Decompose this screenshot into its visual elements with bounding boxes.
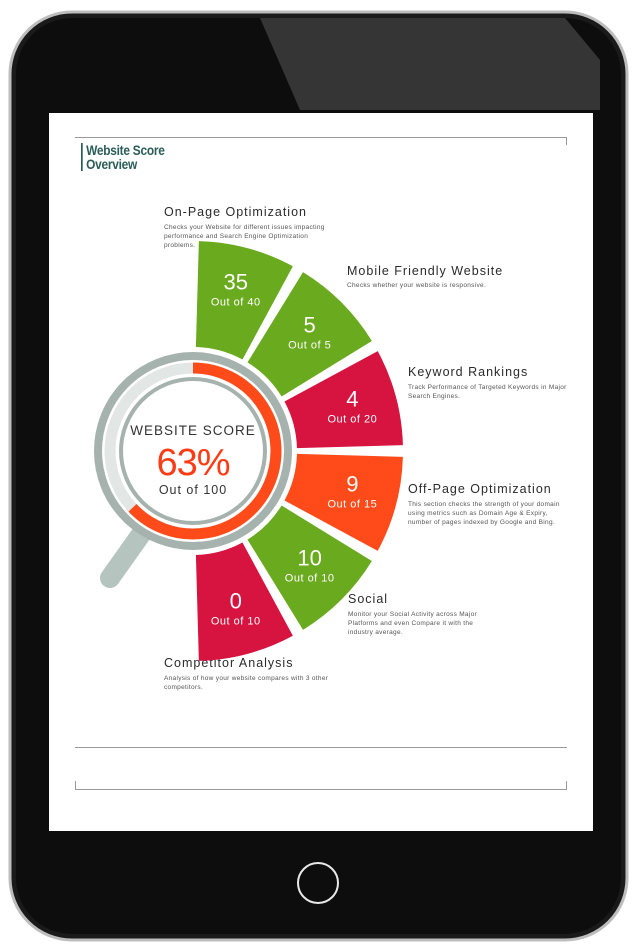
competitor-out-of: Out of 10: [211, 615, 261, 627]
social-title: Social: [348, 592, 389, 606]
mobile-score: 5: [304, 312, 316, 337]
keyword-description: Track Performance of Targeted Keywords i…: [408, 384, 567, 400]
top-divider: [75, 137, 567, 138]
top-divider-tick: [566, 137, 567, 145]
bottom-divider-1: [75, 747, 567, 748]
social-description: Monitor your Social Activity across Majo…: [348, 611, 477, 636]
score-chart: 35 Out of 40 5 Out of 5 4 Out of 20 9 Out of 15…: [94, 241, 403, 661]
home-button[interactable]: [297, 862, 339, 904]
mobile-description: Checks whether your website is responsiv…: [347, 282, 487, 289]
onpage-out-of: Out of 40: [211, 297, 261, 309]
keyword-out-of: Out of 20: [327, 413, 377, 425]
keyword-score: 4: [346, 386, 358, 411]
onpage-segment: [195, 241, 293, 360]
gauge-progress-arc: [128, 362, 282, 540]
onpage-title: On-Page Optimization: [164, 205, 307, 219]
score-out-of: Out of 100: [159, 483, 227, 497]
keyword-segment: [284, 351, 403, 449]
mobile-title: Mobile Friendly Website: [347, 264, 504, 278]
mobile-segment: [247, 272, 372, 397]
offpage-segment: [284, 453, 403, 551]
social-segment: [247, 505, 372, 630]
keyword-title: Keyword Rankings: [408, 365, 529, 379]
score-label: WEBSITE SCORE: [130, 423, 256, 438]
mobile-out-of: Out of 5: [288, 339, 331, 351]
social-out-of: Out of 10: [285, 573, 335, 585]
report-page: Website Score Overview On-Page Optimizat…: [49, 113, 593, 831]
competitor-segment: [195, 542, 293, 661]
offpage-title: Off-Page Optimization: [408, 482, 552, 496]
onpage-score: 35: [223, 270, 247, 295]
offpage-score: 9: [346, 472, 358, 497]
offpage-out-of: Out of 15: [327, 499, 377, 511]
bottom-divider-2: [75, 789, 567, 790]
bottom-divider-tick-left: [75, 781, 76, 789]
gauge-inner-ring: [119, 377, 267, 525]
competitor-score: 0: [230, 588, 242, 613]
page-title: Website Score Overview: [81, 143, 165, 171]
offpage-description: This section checks the strength of your…: [408, 501, 560, 526]
onpage-description: Checks your Website for different issues…: [164, 224, 325, 249]
score-segments: 35 Out of 40 5 Out of 5 4 Out of 20 9 Out of 15…: [195, 241, 403, 661]
score-value: 63%: [156, 442, 229, 484]
bottom-divider-tick-right: [566, 781, 567, 789]
competitor-title: Competitor Analysis: [164, 656, 294, 670]
social-score: 10: [297, 546, 321, 571]
competitor-description: Analysis of how your website compares wi…: [164, 675, 329, 691]
